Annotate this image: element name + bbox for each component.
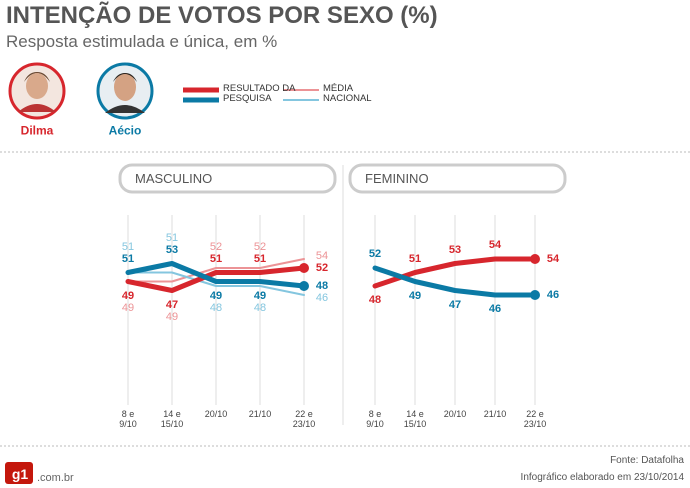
value-label: 49 bbox=[121, 289, 135, 302]
panel-header bbox=[348, 163, 567, 194]
value-label: 52 bbox=[368, 247, 382, 260]
value-label: 53 bbox=[165, 243, 179, 256]
value-label: 54 bbox=[546, 252, 560, 265]
value-label: 47 bbox=[448, 298, 462, 311]
photo-dilma bbox=[8, 62, 66, 120]
legend-label: RESULTADO DA PESQUISA bbox=[223, 83, 295, 105]
x-tick-label: 20/10 bbox=[204, 409, 228, 419]
credit: Infográfico elaborado em 23/10/2014 bbox=[520, 472, 684, 483]
series-line bbox=[127, 258, 305, 283]
value-label: 52 bbox=[315, 261, 329, 274]
source: Fonte: Datafolha bbox=[610, 455, 684, 466]
value-label: 49 bbox=[408, 289, 422, 302]
value-label: 54 bbox=[488, 238, 502, 251]
x-tick-label: 14 e 15/10 bbox=[403, 409, 427, 429]
value-label: 46 bbox=[315, 291, 329, 304]
value-label: 49 bbox=[121, 301, 135, 314]
value-label: 51 bbox=[209, 252, 223, 265]
x-tick-label: 21/10 bbox=[483, 409, 507, 419]
title: INTENÇÃO DE VOTOS POR SEXO (%) bbox=[6, 2, 438, 29]
x-tick-label: 20/10 bbox=[443, 409, 467, 419]
series-line bbox=[372, 265, 538, 298]
end-marker bbox=[530, 254, 540, 264]
logo-brand: g1 bbox=[11, 466, 29, 482]
value-label: 49 bbox=[209, 289, 223, 302]
end-marker bbox=[530, 290, 540, 300]
panel-title: MASCULINO bbox=[135, 171, 213, 186]
end-marker bbox=[299, 281, 309, 291]
end-marker bbox=[299, 263, 309, 273]
value-label: 51 bbox=[408, 252, 422, 265]
value-label: 49 bbox=[165, 310, 179, 323]
x-tick-label: 21/10 bbox=[248, 409, 272, 419]
value-label: 48 bbox=[253, 301, 267, 314]
candidate-name: Aécio bbox=[108, 123, 142, 138]
x-tick-label: 8 e 9/10 bbox=[119, 409, 137, 429]
x-tick-label: 14 e 15/10 bbox=[160, 409, 184, 429]
value-label: 48 bbox=[368, 293, 382, 306]
value-label: 54 bbox=[315, 249, 329, 262]
value-label: 49 bbox=[253, 289, 267, 302]
x-tick-label: 22 e 23/10 bbox=[523, 409, 547, 429]
value-label: 51 bbox=[121, 252, 135, 265]
series-line bbox=[125, 261, 307, 289]
subtitle: Resposta estimulada e única, em % bbox=[6, 32, 278, 51]
series-line bbox=[127, 271, 305, 296]
value-label: 52 bbox=[209, 240, 223, 253]
value-label: 51 bbox=[165, 231, 179, 244]
value-label: 46 bbox=[488, 302, 502, 315]
panel-title: FEMININO bbox=[365, 171, 429, 186]
logo-domain: .com.br bbox=[37, 472, 74, 484]
series-line bbox=[125, 265, 307, 293]
value-label: 47 bbox=[165, 298, 179, 311]
value-label: 52 bbox=[253, 240, 267, 253]
photo-aecio bbox=[96, 62, 154, 120]
value-label: 51 bbox=[253, 252, 267, 265]
value-label: 46 bbox=[546, 288, 560, 301]
value-label: 48 bbox=[315, 279, 329, 292]
panel-header bbox=[118, 163, 337, 194]
candidate-name: Dilma bbox=[20, 123, 54, 138]
logo-mark bbox=[5, 462, 33, 484]
legend-label: MÉDIA NACIONAL bbox=[323, 83, 372, 105]
x-tick-label: 22 e 23/10 bbox=[292, 409, 316, 429]
value-label: 48 bbox=[209, 301, 223, 314]
value-label: 51 bbox=[121, 240, 135, 253]
value-label: 53 bbox=[448, 243, 462, 256]
x-tick-label: 8 e 9/10 bbox=[366, 409, 384, 429]
